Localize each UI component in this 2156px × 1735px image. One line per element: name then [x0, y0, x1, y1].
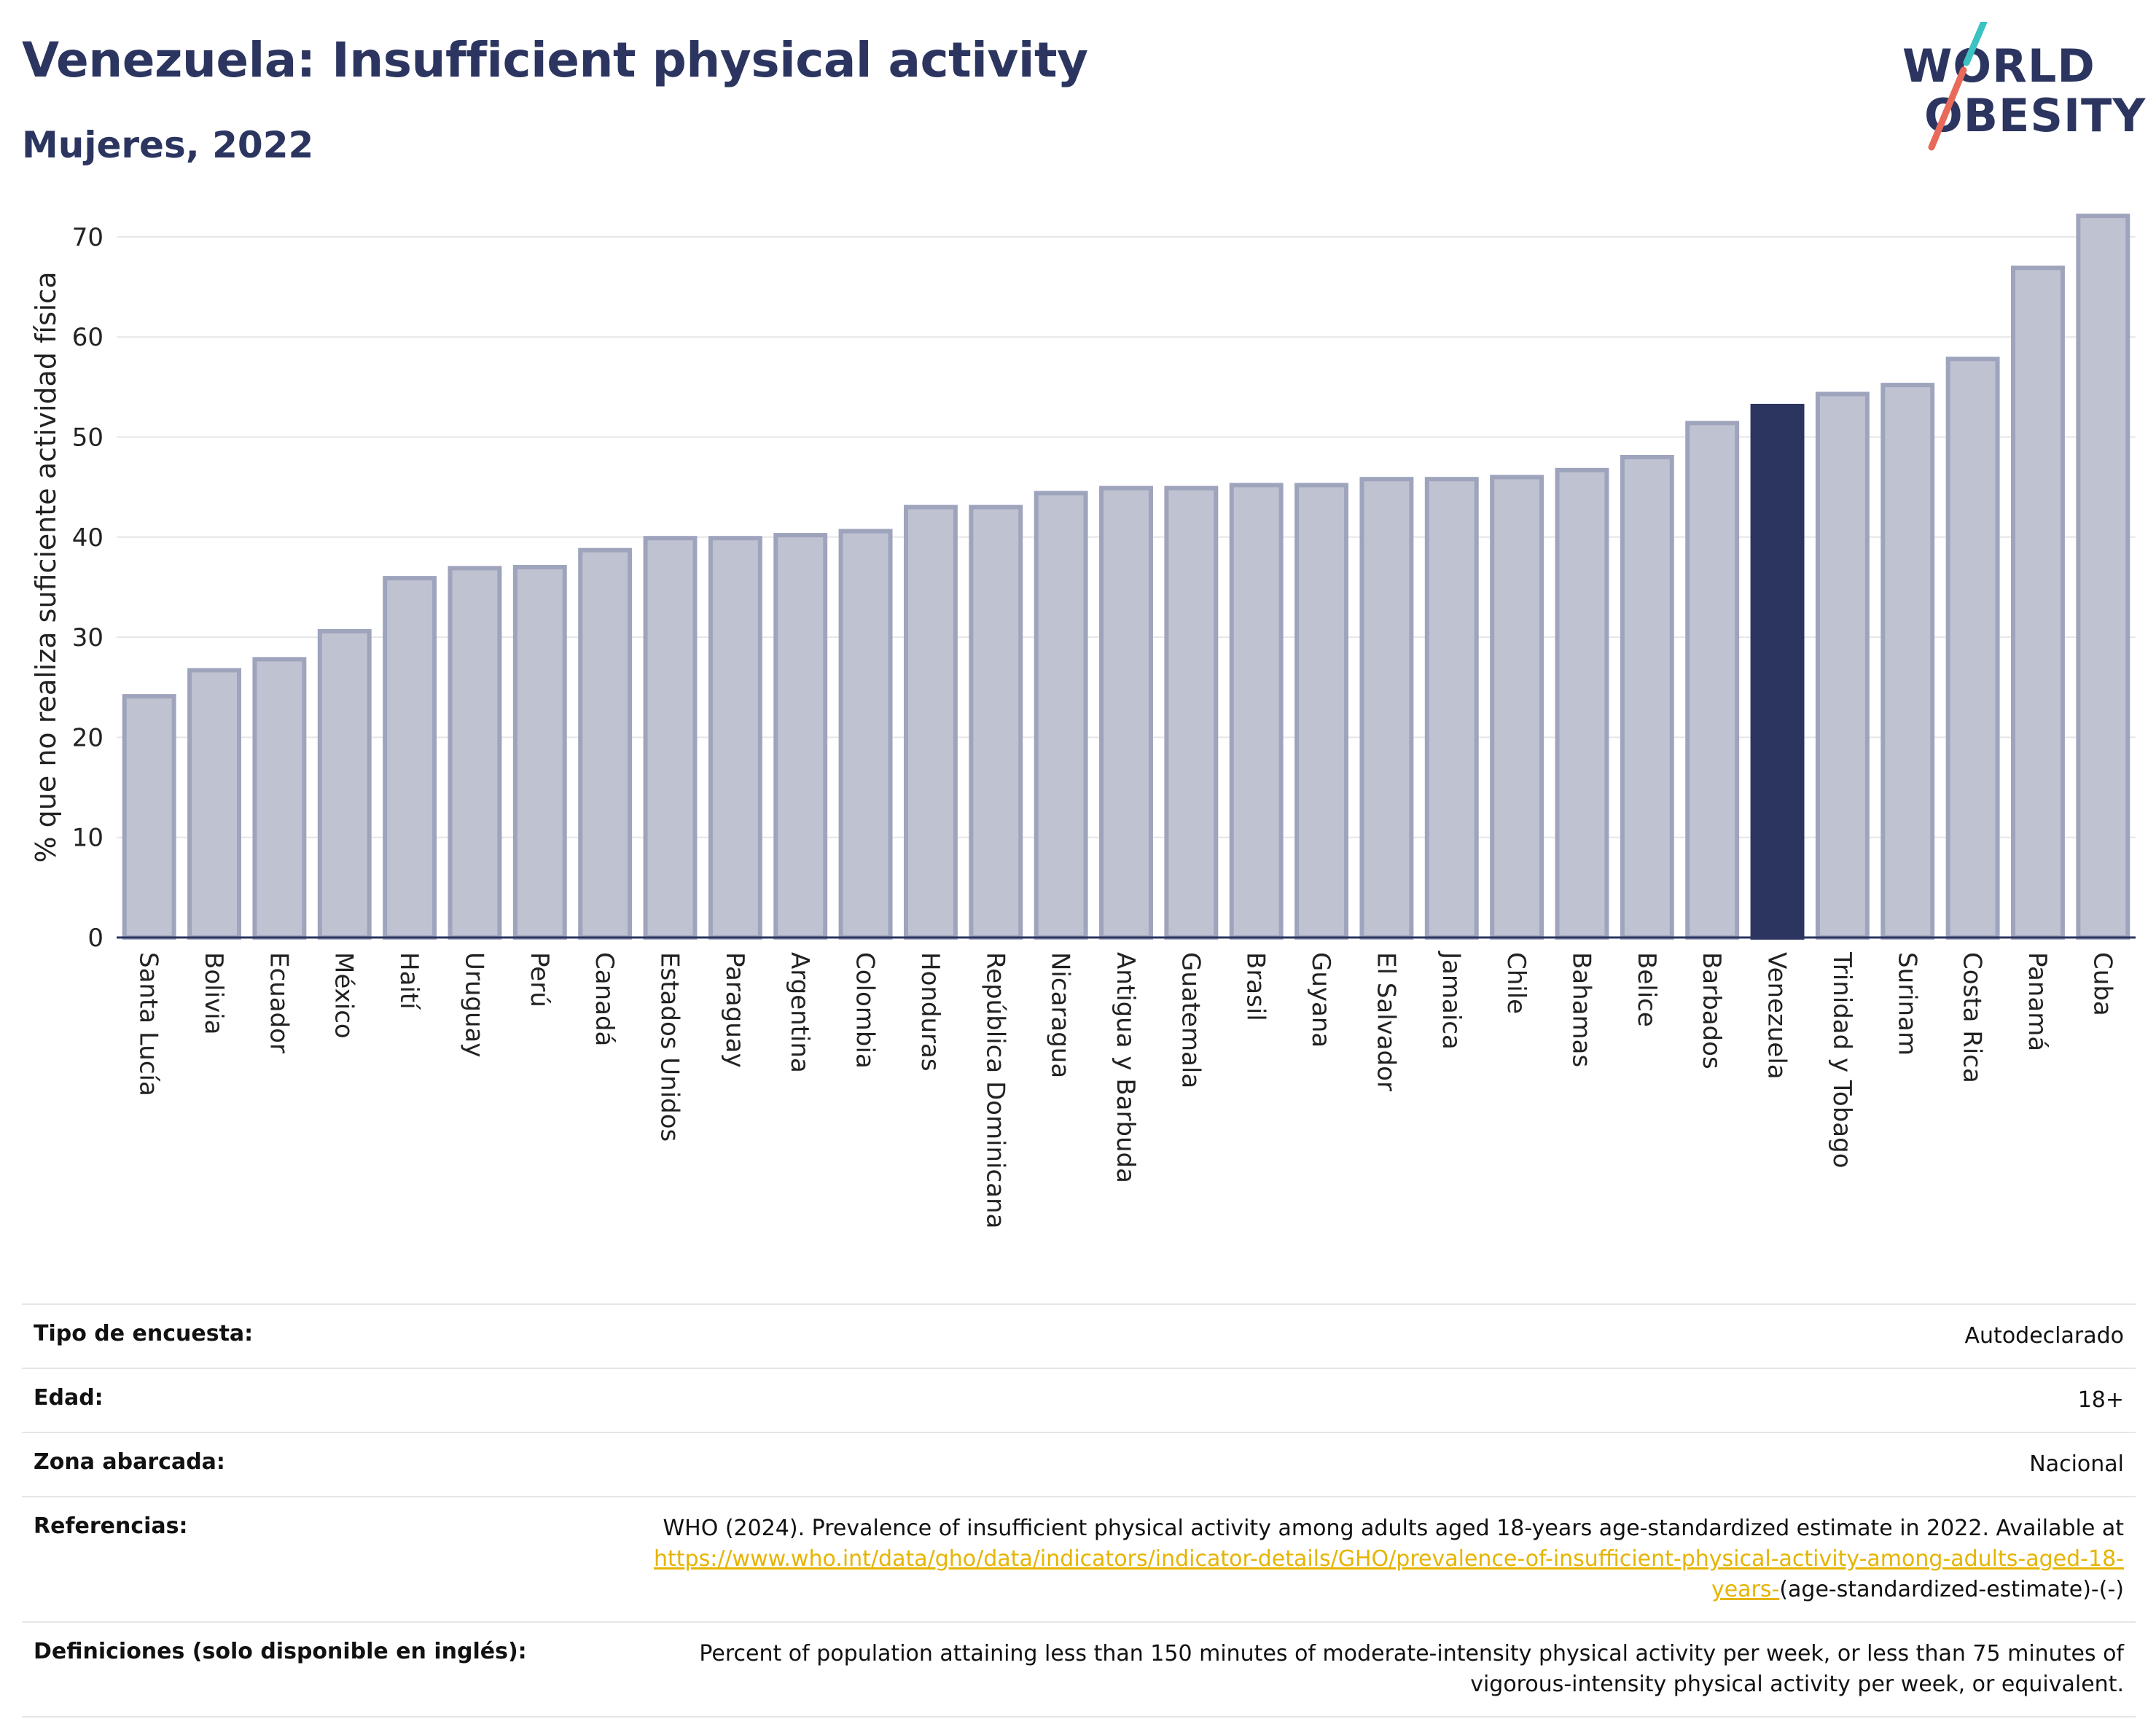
x-tick-label: Paraguay: [720, 952, 749, 1068]
x-tick-label: Guyana: [1306, 952, 1335, 1048]
meta-value: WHO (2024). Prevalence of insufficient p…: [599, 1496, 2136, 1623]
x-tick-label: El Salvador: [1371, 952, 1400, 1091]
x-tick-label: Surinam: [1892, 952, 1921, 1056]
bar: [1164, 486, 1219, 940]
x-tick-label: Ecuador: [264, 952, 293, 1053]
metadata-table: Tipo de encuesta: Autodeclarado Edad: 18…: [22, 1303, 2136, 1718]
page-subtitle: Mujeres, 2022: [22, 124, 314, 166]
bar: [2076, 214, 2130, 940]
bar: [252, 657, 307, 940]
x-tick-label: República Dominicana: [980, 952, 1009, 1228]
meta-label: Definiciones (solo disponible en inglés)…: [22, 1621, 599, 1718]
bar: [1099, 486, 1153, 940]
bar: [903, 504, 958, 940]
meta-row-area: Zona abarcada: Nacional: [22, 1432, 2136, 1497]
reference-text: WHO (2024). Prevalence of insufficient p…: [663, 1516, 2124, 1541]
x-tick-label: Chile: [1501, 952, 1531, 1014]
x-tick-label: Cuba: [2087, 952, 2117, 1016]
y-tick-label: 0: [87, 924, 103, 953]
bar: [448, 566, 502, 940]
reference-link[interactable]: https://www.who.int/data/gho/data/indica…: [654, 1546, 2124, 1602]
meta-row-survey-type: Tipo de encuesta: Autodeclarado: [22, 1303, 2136, 1369]
x-tick-label: Bahamas: [1566, 952, 1595, 1067]
bar: [643, 536, 698, 940]
bar: [969, 504, 1023, 940]
bar: [512, 565, 567, 940]
bar: [317, 628, 372, 940]
x-tick-label: Panamá: [2023, 952, 2052, 1051]
bar: [1620, 454, 1674, 940]
y-tick-label: 10: [72, 824, 103, 853]
bar: [1359, 477, 1414, 940]
bar: [1685, 421, 1740, 940]
bar: [1034, 491, 1088, 940]
x-tick-label: Belice: [1632, 952, 1661, 1027]
bar: [1945, 356, 2000, 940]
x-tick-label: Nicaragua: [1046, 952, 1075, 1078]
meta-label: Zona abarcada:: [22, 1432, 599, 1497]
bar: [187, 668, 241, 940]
meta-row-definitions: Definiciones (solo disponible en inglés)…: [22, 1621, 2136, 1718]
bar: [1229, 483, 1284, 940]
x-tick-label: Uruguay: [459, 952, 488, 1058]
meta-value: Percent of population attaining less tha…: [599, 1621, 2136, 1718]
y-tick-label: 70: [72, 223, 103, 252]
meta-label: Tipo de encuesta:: [22, 1303, 599, 1369]
bar: [773, 533, 828, 940]
meta-value: 18+: [599, 1368, 2136, 1433]
x-tick-label: Venezuela: [1762, 952, 1792, 1080]
bar-highlight: [1750, 403, 1805, 940]
bar: [1294, 483, 1349, 940]
x-tick-label: Trinidad y Tobago: [1827, 951, 1856, 1169]
bar: [122, 694, 176, 940]
x-tick-label: Haití: [394, 952, 423, 1010]
logo-slash-icon: [1928, 22, 1988, 151]
bar: [1880, 383, 1935, 940]
world-obesity-logo: WORLD OBESITY: [1902, 22, 2145, 153]
y-tick-label: 50: [72, 424, 103, 453]
page-title: Venezuela: Insufficient physical activit…: [22, 32, 1088, 88]
bar: [578, 547, 633, 940]
bar: [1815, 391, 1870, 940]
y-tick-label: 40: [72, 523, 103, 553]
bar: [708, 536, 762, 940]
meta-row-references: Referencias: WHO (2024). Prevalence of i…: [22, 1496, 2136, 1623]
bar: [2011, 265, 2065, 940]
meta-row-age: Edad: 18+: [22, 1368, 2136, 1433]
x-tick-label: Barbados: [1697, 952, 1726, 1069]
meta-label: Edad:: [22, 1368, 599, 1433]
meta-value: Autodeclarado: [599, 1303, 2136, 1369]
x-tick-label: México: [329, 952, 359, 1039]
x-tick-label: Perú: [525, 952, 554, 1007]
meta-label: Referencias:: [22, 1496, 599, 1623]
meta-value: Nacional: [599, 1432, 2136, 1497]
y-tick-label: 30: [72, 623, 103, 652]
bar: [1490, 475, 1544, 940]
x-tick-label: Antigua y Barbuda: [1111, 952, 1140, 1183]
x-tick-label: Estados Unidos: [655, 952, 684, 1142]
x-tick-label: Bolivia: [199, 952, 228, 1034]
bar: [1424, 477, 1479, 940]
x-tick-label: Jamaica: [1437, 951, 1466, 1050]
bar: [838, 529, 893, 940]
x-tick-label: Honduras: [915, 952, 945, 1072]
reference-text-suffix: (age-standardized-estimate)-(-): [1779, 1577, 2124, 1602]
bar: [1555, 467, 1609, 940]
logo-line-2: OBESITY: [1924, 89, 2147, 142]
y-axis-label: % que no realiza suficiente actividad fí…: [30, 272, 62, 863]
x-tick-label: Santa Lucía: [134, 952, 163, 1096]
x-tick-label: Canadá: [590, 952, 619, 1046]
x-tick-label: Brasil: [1241, 952, 1270, 1021]
logo-line-1: WORLD: [1902, 39, 2096, 93]
y-tick-label: 20: [72, 723, 103, 752]
bar-chart: 0 10 20 30 40 50 60 70 % que no realiza suficien…: [30, 214, 2136, 1228]
x-tick-label: Costa Rica: [1958, 952, 1987, 1083]
x-tick-label: Guatemala: [1176, 952, 1205, 1088]
bar: [383, 576, 437, 940]
x-tick-label: Colombia: [851, 952, 880, 1069]
x-tick-label: Argentina: [785, 952, 814, 1073]
y-tick-label: 60: [72, 323, 103, 352]
